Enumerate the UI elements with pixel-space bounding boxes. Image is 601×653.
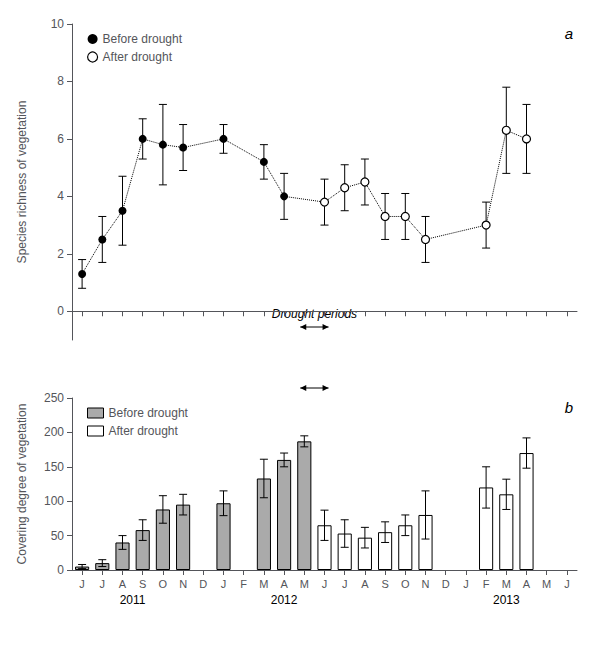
svg-text:2011: 2011 [120,593,146,607]
svg-text:a: a [565,25,573,42]
svg-text:2012: 2012 [271,593,298,607]
svg-text:After drought: After drought [103,50,173,64]
svg-text:A: A [361,578,369,590]
svg-text:N: N [422,578,430,590]
svg-text:0: 0 [57,304,64,318]
svg-text:A: A [523,578,531,590]
svg-text:J: J [221,578,227,590]
svg-text:D: D [199,578,207,590]
svg-text:10: 10 [51,17,65,31]
svg-text:J: J [79,578,85,590]
svg-text:100: 100 [44,494,64,508]
svg-text:S: S [139,578,146,590]
svg-text:Drought periods: Drought periods [272,307,357,321]
svg-text:A: A [119,578,127,590]
svg-text:2: 2 [57,247,64,261]
svg-text:J: J [564,578,570,590]
svg-text:O: O [401,578,410,590]
svg-text:A: A [280,578,288,590]
svg-text:J: J [100,578,106,590]
svg-text:Before drought: Before drought [109,406,189,420]
svg-text:Covering degree of vegetation: Covering degree of vegetation [15,404,29,565]
svg-text:J: J [342,578,348,590]
svg-text:J: J [322,578,328,590]
svg-text:6: 6 [57,132,64,146]
svg-text:F: F [240,578,247,590]
svg-text:S: S [381,578,388,590]
svg-text:D: D [442,578,450,590]
svg-text:J: J [463,578,469,590]
svg-text:O: O [159,578,168,590]
svg-text:250: 250 [44,391,64,405]
svg-text:N: N [179,578,187,590]
svg-text:0: 0 [57,563,64,577]
svg-text:M: M [542,578,551,590]
svg-text:After drought: After drought [109,424,179,438]
svg-text:200: 200 [44,425,64,439]
svg-text:b: b [565,399,573,416]
svg-text:Before drought: Before drought [103,32,183,46]
svg-text:150: 150 [44,460,64,474]
svg-text:8: 8 [57,74,64,88]
svg-text:M: M [300,578,309,590]
svg-text:50: 50 [51,529,65,543]
svg-text:M: M [502,578,511,590]
svg-text:4: 4 [57,189,64,203]
svg-text:Species richness of vegetation: Species richness of vegetation [15,101,29,264]
svg-text:M: M [259,578,268,590]
svg-text:2013: 2013 [493,593,520,607]
svg-text:F: F [483,578,490,590]
